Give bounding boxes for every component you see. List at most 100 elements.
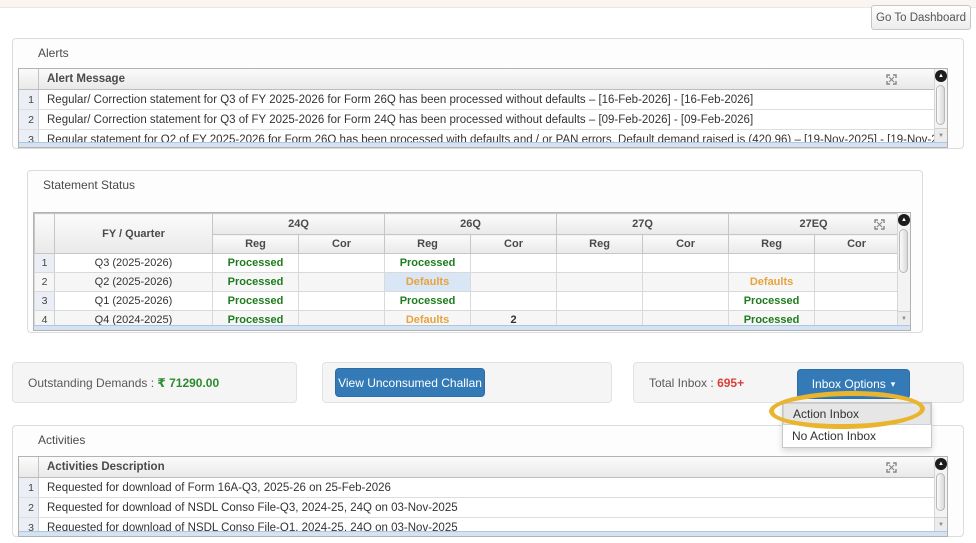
scroll-to-top-icon[interactable]: ▲ [898, 214, 910, 226]
fy-quarter-cell: Q2 (2025-2026) [54, 272, 213, 292]
status-cell-highlighted[interactable]: Defaults [384, 272, 472, 292]
quarter-group-header-27q: 27Q [556, 213, 730, 235]
row-number: 1 [19, 90, 39, 109]
inbox-options-label: Inbox Options [811, 377, 886, 391]
quarter-group-header-27eq: 27EQ [728, 213, 900, 235]
horizontal-scrollbar[interactable] [19, 142, 947, 147]
status-cell [556, 272, 644, 292]
view-unconsumed-challan-button[interactable]: View Unconsumed Challan [335, 368, 485, 397]
statement-row: 2 Q2 (2025-2026) Processed Defaults Defa… [34, 272, 900, 292]
statement-status-panel-title: Statement Status [43, 178, 136, 192]
fy-quarter-cell: Q1 (2025-2026) [54, 291, 213, 311]
inbox-options-menu: Action Inbox No Action Inbox [782, 402, 932, 448]
activity-description: Requested for download of NSDL Conso Fil… [47, 501, 458, 514]
horizontal-scrollbar[interactable] [34, 325, 910, 330]
status-cell[interactable]: Processed [212, 291, 299, 311]
status-cell [642, 291, 730, 311]
alert-row: 1 Regular/ Correction statement for Q3 o… [19, 90, 947, 110]
status-cell [470, 253, 558, 273]
alerts-panel: Alerts Alert Message 1 Regular/ Correcti… [12, 38, 964, 149]
row-number: 2 [34, 272, 55, 292]
status-cell [814, 291, 900, 311]
row-number-column-header [19, 457, 39, 477]
fy-quarter-cell: Q3 (2025-2026) [54, 253, 213, 273]
status-cell[interactable]: Processed [212, 272, 299, 292]
activity-description: Requested for download of Form 16A-Q3, 2… [47, 481, 391, 494]
reg-column-header: Reg [384, 234, 472, 254]
alert-row: 2 Regular/ Correction statement for Q3 o… [19, 110, 947, 130]
alerts-panel-title: Alerts [38, 46, 69, 60]
statement-status-grid: FY / Quarter 24Q 26Q 27Q 27EQ Reg Cor Re… [34, 213, 900, 330]
expand-icon[interactable] [886, 462, 897, 473]
statement-row: 1 Q3 (2025-2026) Processed Processed [34, 253, 900, 273]
activities-panel-title: Activities [38, 433, 86, 447]
reg-column-header: Reg [728, 234, 816, 254]
vertical-scrollbar[interactable]: ▲ ▼ [934, 457, 947, 531]
scrollbar-thumb[interactable] [936, 85, 945, 125]
activities-description-column-header: Activities Description [47, 461, 165, 473]
status-cell [297, 253, 386, 273]
scroll-down-icon[interactable]: ▼ [898, 311, 910, 325]
outstanding-demands-label: Outstanding Demands : [28, 376, 155, 390]
menu-item-no-action-inbox[interactable]: No Action Inbox [792, 429, 877, 443]
status-cell [814, 272, 900, 292]
activity-row: 1 Requested for download of Form 16A-Q3,… [19, 478, 947, 498]
quarter-group-header-24q: 24Q [211, 213, 386, 235]
alert-message-column-header: Alert Message [47, 73, 125, 85]
status-cell[interactable]: Processed [384, 253, 472, 273]
statement-row: 3 Q1 (2025-2026) Processed Processed Pro… [34, 291, 900, 311]
reg-column-header: Reg [212, 234, 299, 254]
status-cell[interactable]: Processed [212, 253, 299, 273]
status-cell[interactable]: Defaults [728, 272, 816, 292]
chevron-down-icon: ▾ [890, 379, 896, 389]
status-cell [470, 272, 558, 292]
scroll-to-top-icon[interactable]: ▲ [935, 458, 947, 470]
activities-table-header: Activities Description [19, 457, 947, 478]
quarter-group-header-26q: 26Q [384, 213, 558, 235]
status-cell [556, 291, 644, 311]
outstanding-demands-card: Outstanding Demands : ₹ 71290.00 [12, 362, 297, 403]
scrollbar-thumb[interactable] [936, 473, 945, 511]
status-cell [556, 253, 644, 273]
status-cell [297, 291, 386, 311]
total-inbox-value[interactable]: 695+ [717, 376, 745, 390]
expand-icon[interactable] [886, 74, 897, 85]
expand-icon[interactable] [874, 219, 885, 230]
scroll-down-icon[interactable]: ▼ [935, 128, 947, 142]
row-number: 1 [19, 478, 39, 497]
row-number: 2 [19, 498, 39, 517]
statement-status-table: FY / Quarter 24Q 26Q 27Q 27EQ Reg Cor Re… [33, 212, 911, 331]
status-cell [642, 253, 730, 273]
status-cell [728, 253, 816, 273]
inbox-options-button[interactable]: Inbox Options ▾ [797, 369, 910, 399]
status-cell[interactable]: Processed [384, 291, 472, 311]
reg-column-header: Reg [556, 234, 644, 254]
total-inbox-text: Total Inbox : 695+ [649, 376, 744, 390]
horizontal-scrollbar[interactable] [19, 531, 947, 536]
go-to-dashboard-button[interactable]: Go To Dashboard [871, 5, 971, 30]
row-number-column-header [19, 69, 39, 89]
row-number: 2 [19, 110, 39, 129]
scroll-down-icon[interactable]: ▼ [935, 517, 947, 531]
scroll-to-top-icon[interactable]: ▲ [935, 70, 947, 82]
vertical-scrollbar[interactable]: ▲ ▼ [897, 213, 910, 325]
activity-row: 2 Requested for download of NSDL Conso F… [19, 498, 947, 518]
alert-message: Regular/ Correction statement for Q3 of … [47, 93, 754, 106]
alerts-table: Alert Message 1 Regular/ Correction stat… [18, 68, 948, 148]
cor-column-header: Cor [470, 234, 558, 254]
outstanding-demands-value[interactable]: ₹ 71290.00 [157, 376, 220, 390]
cor-column-header: Cor [814, 234, 900, 254]
row-number: 1 [34, 253, 55, 273]
row-number-column-header [34, 213, 55, 254]
outstanding-demands-text: Outstanding Demands : ₹ 71290.00 [28, 376, 219, 390]
cor-column-header: Cor [297, 234, 386, 254]
vertical-scrollbar[interactable]: ▲ ▼ [934, 69, 947, 142]
menu-item-action-inbox[interactable]: Action Inbox [783, 403, 931, 425]
alert-message: Regular/ Correction statement for Q3 of … [47, 113, 754, 126]
activities-panel: Activities Activities Description 1 Requ… [12, 425, 964, 537]
scrollbar-thumb[interactable] [899, 229, 908, 273]
activity-description: Requested for download of NSDL Conso Fil… [47, 521, 458, 534]
cor-column-header: Cor [642, 234, 730, 254]
status-cell[interactable]: Processed [728, 291, 816, 311]
